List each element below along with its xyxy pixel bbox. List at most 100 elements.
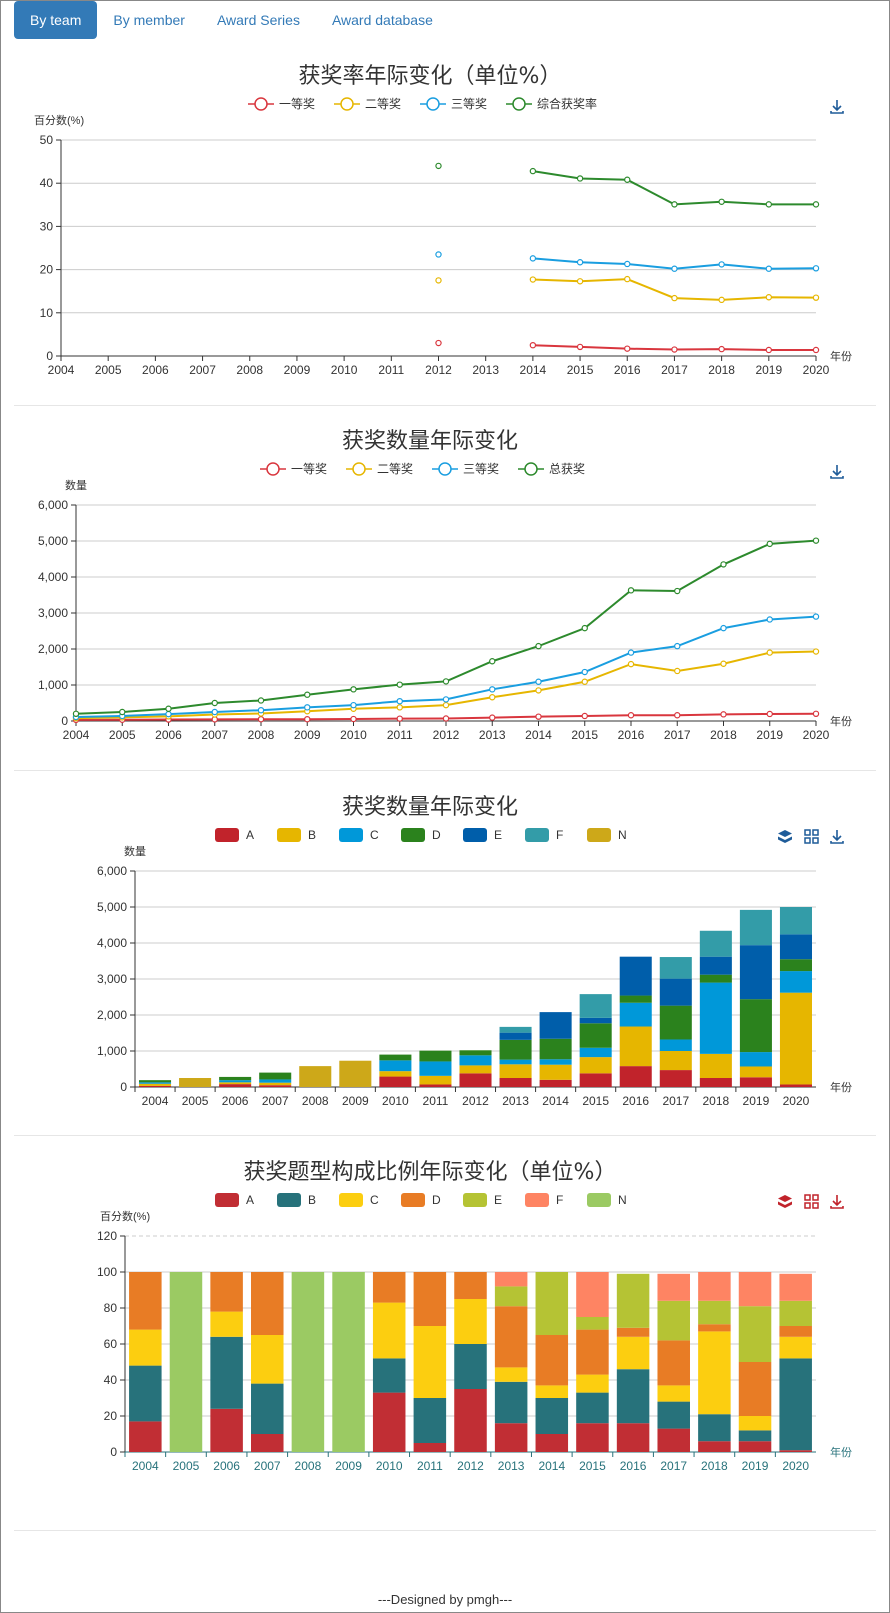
tab-by-team[interactable]: By team (14, 1, 98, 39)
bar-E-2017[interactable] (657, 1300, 690, 1341)
data-point-总获奖[interactable] (766, 540, 773, 548)
data-point-二等奖[interactable] (718, 296, 725, 304)
bar-C-2004[interactable] (129, 1329, 162, 1366)
data-point-一等奖[interactable] (581, 712, 588, 720)
bar-D-2004[interactable] (139, 1080, 172, 1083)
bar-D-2012[interactable] (454, 1272, 487, 1299)
legend-item-E[interactable]: E (463, 828, 502, 842)
bar-C-2012[interactable] (454, 1299, 487, 1344)
bar-D-2011[interactable] (413, 1272, 447, 1326)
bar-F-2020[interactable] (779, 907, 812, 935)
data-point-一等奖[interactable] (257, 716, 265, 723)
bar-B-2006[interactable] (219, 1082, 252, 1085)
bar-C-2016[interactable] (616, 1336, 650, 1370)
bar-D-2014[interactable] (539, 1038, 572, 1060)
data-point-一等奖[interactable] (674, 712, 681, 719)
data-point-二等奖[interactable] (581, 678, 588, 685)
bar-A-2006[interactable] (219, 1084, 252, 1087)
stack-icon[interactable] (778, 1195, 792, 1208)
bar-E-2016[interactable] (616, 1273, 650, 1328)
data-point-一等奖[interactable] (671, 346, 678, 353)
bar-N-2005[interactable] (169, 1272, 203, 1452)
bar-D-2019[interactable] (739, 999, 772, 1053)
legend-item-A[interactable]: A (215, 828, 254, 842)
data-point-一等奖[interactable] (435, 339, 442, 347)
bar-C-2010[interactable] (372, 1302, 406, 1359)
bar-C-2019[interactable] (738, 1416, 772, 1431)
bar-A-2014[interactable] (539, 1079, 572, 1087)
bar-B-2014[interactable] (535, 1398, 569, 1434)
data-point-二等奖[interactable] (396, 704, 403, 711)
legend-item-C[interactable]: C (339, 1193, 379, 1207)
bar-B-2013[interactable] (494, 1381, 528, 1424)
data-point-三等奖[interactable] (211, 708, 218, 716)
bar-C-2019[interactable] (739, 1052, 772, 1067)
bar-A-2006[interactable] (210, 1408, 243, 1452)
bar-C-2020[interactable] (779, 1336, 812, 1359)
bar-C-2011[interactable] (413, 1326, 447, 1398)
bar-A-2004[interactable] (139, 1085, 172, 1087)
tiled-icon[interactable] (804, 829, 819, 844)
bar-E-2014[interactable] (535, 1272, 569, 1335)
bar-F-2013[interactable] (494, 1272, 528, 1287)
bar-A-2015[interactable] (579, 1073, 612, 1087)
data-point-总获奖[interactable] (304, 691, 311, 698)
legend-item-N[interactable]: N (587, 1193, 627, 1207)
bar-D-2016[interactable] (619, 995, 652, 1003)
bar-C-2020[interactable] (779, 971, 812, 993)
tab-award-series[interactable]: Award Series (216, 12, 300, 28)
data-point-总获奖[interactable] (812, 537, 820, 544)
legend-item-二等奖[interactable]: 二等奖 (334, 97, 401, 111)
legend-item-N[interactable]: N (587, 828, 627, 842)
data-point-一等奖[interactable] (766, 710, 773, 718)
legend-item-A[interactable]: A (215, 1193, 254, 1207)
legend-item-E[interactable]: E (463, 1193, 502, 1207)
bar-A-2019[interactable] (738, 1441, 772, 1452)
data-point-一等奖[interactable] (627, 712, 635, 719)
legend-item-B[interactable]: B (277, 828, 316, 842)
data-point-二等奖[interactable] (812, 648, 820, 655)
legend-item-F[interactable]: F (525, 1193, 563, 1207)
bar-D-2013[interactable] (494, 1306, 528, 1368)
bar-D-2018[interactable] (698, 1324, 731, 1332)
bar-D-2006[interactable] (210, 1272, 243, 1312)
bar-E-2015[interactable] (576, 1317, 609, 1330)
data-point-综合获奖率[interactable] (671, 201, 678, 208)
bar-A-2012[interactable] (459, 1073, 492, 1087)
bar-F-2015[interactable] (579, 994, 612, 1018)
legend-item-C[interactable]: C (339, 828, 379, 842)
bar-E-2016[interactable] (619, 956, 652, 996)
bar-E-2020[interactable] (779, 934, 812, 960)
download-icon[interactable] (830, 100, 844, 114)
bar-B-2019[interactable] (738, 1430, 772, 1442)
data-point-三等奖[interactable] (720, 624, 727, 632)
legend-item-一等奖[interactable]: 一等奖 (248, 97, 315, 111)
bar-C-2014[interactable] (535, 1385, 569, 1398)
bar-D-2013[interactable] (499, 1039, 532, 1060)
data-point-二等奖[interactable] (489, 694, 496, 701)
bar-B-2007[interactable] (259, 1082, 292, 1086)
bar-N-2005[interactable] (179, 1078, 212, 1087)
bar-B-2006[interactable] (210, 1336, 243, 1409)
bar-A-2011[interactable] (419, 1084, 452, 1087)
data-point-三等奖[interactable] (257, 707, 265, 714)
bar-A-2016[interactable] (619, 1066, 652, 1087)
bar-B-2015[interactable] (576, 1392, 609, 1424)
legend-item-F[interactable]: F (525, 828, 563, 842)
bar-B-2011[interactable] (419, 1075, 452, 1085)
bar-N-2009[interactable] (339, 1060, 372, 1087)
bar-A-2017[interactable] (659, 1070, 692, 1087)
bar-D-2015[interactable] (579, 1023, 612, 1048)
data-point-一等奖[interactable] (576, 343, 584, 351)
bar-E-2013[interactable] (499, 1032, 532, 1040)
data-point-一等奖[interactable] (304, 716, 311, 723)
bar-C-2018[interactable] (699, 982, 732, 1054)
bar-B-2018[interactable] (698, 1414, 731, 1442)
bar-C-2012[interactable] (459, 1055, 492, 1066)
data-point-三等奖[interactable] (581, 668, 588, 676)
bar-D-2017[interactable] (659, 1005, 692, 1040)
data-point-三等奖[interactable] (718, 261, 725, 268)
download-icon[interactable] (830, 830, 844, 844)
bar-B-2011[interactable] (413, 1398, 447, 1443)
data-point-二等奖[interactable] (674, 667, 681, 675)
